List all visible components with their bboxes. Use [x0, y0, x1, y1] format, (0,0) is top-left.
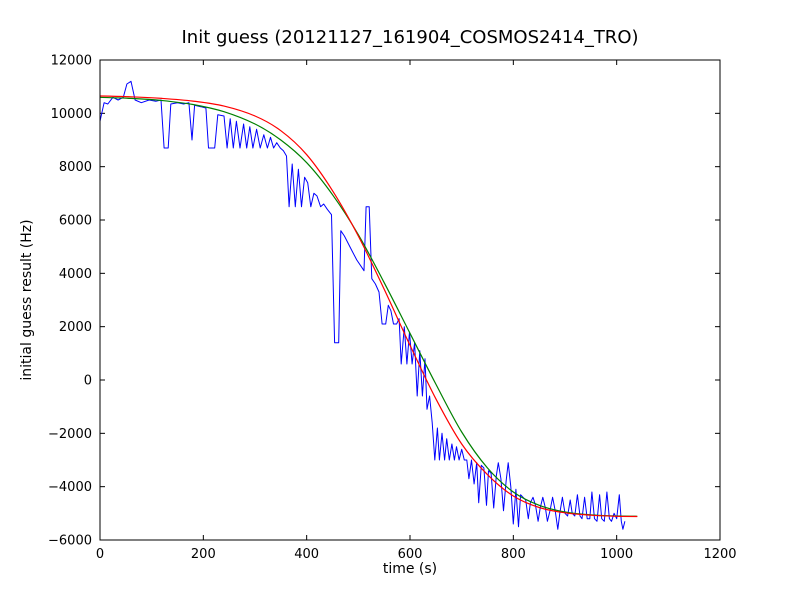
y-tick-label: 10000: [51, 107, 92, 122]
x-tick-label: 1200: [703, 547, 736, 562]
y-axis-label: initial guess result (Hz): [19, 219, 35, 381]
x-tick-label: 0: [96, 547, 104, 562]
x-tick-label: 400: [294, 547, 319, 562]
y-tick-label: −2000: [48, 427, 92, 442]
series-fit-curve: [99, 95, 638, 518]
y-tick-label: −4000: [48, 480, 92, 495]
y-tick-label: 0: [84, 374, 92, 389]
x-tick-label: 600: [398, 547, 423, 562]
y-tick-label: 6000: [59, 214, 92, 229]
x-tick-label: 200: [191, 547, 216, 562]
series-raw-initial-guess: [99, 80, 626, 530]
axes-frame: [99, 59, 721, 541]
x-tick-label: 800: [501, 547, 526, 562]
series-smoothed-guess: [99, 96, 638, 517]
y-tick-label: 4000: [59, 267, 92, 282]
y-tick-label: −6000: [48, 534, 92, 549]
plot-title: Init guess (20121127_161904_COSMOS2414_T…: [181, 27, 639, 48]
y-tick-label: 2000: [59, 320, 92, 335]
y-tick-label: 12000: [51, 54, 92, 69]
x-axis-label: time (s): [382, 561, 438, 577]
x-tick-label: 1000: [600, 547, 633, 562]
y-tick-label: 8000: [59, 160, 92, 175]
